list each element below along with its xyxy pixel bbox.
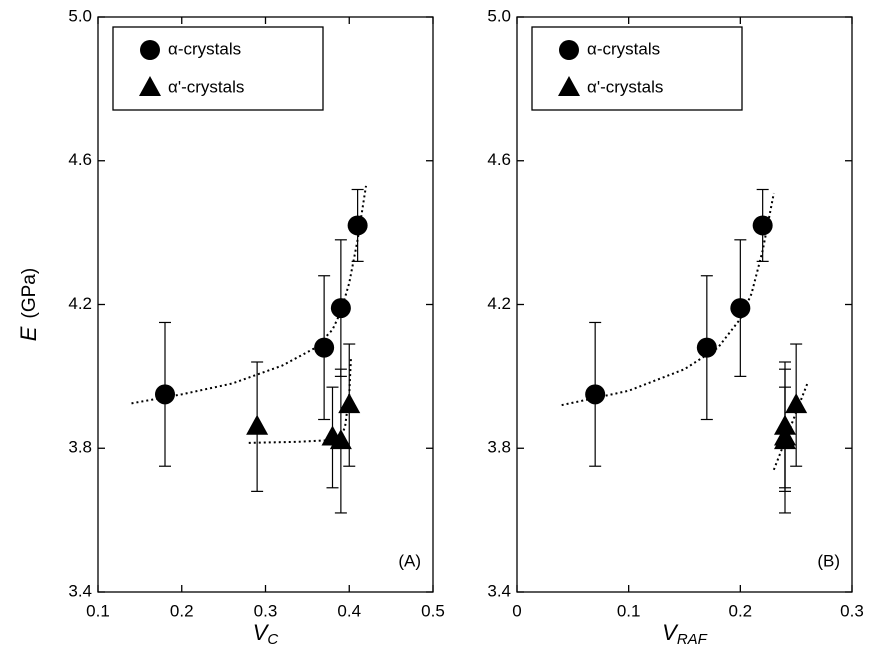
legend-label: α'-crystals [168,77,244,96]
data-point [347,215,368,236]
fit-curve [561,192,775,407]
x-label-symbol: V [253,620,270,645]
data-point [785,393,808,414]
data-point [330,298,351,319]
y-tick-label: 3.8 [487,438,511,457]
data-point [246,414,269,435]
x-tick-label: 0.2 [729,601,753,620]
y-tick-label: 3.4 [487,581,511,600]
y-tick-label: 4.6 [68,150,92,169]
data-point [730,298,751,319]
x-axis-label: VC [253,620,279,648]
data-point [329,429,352,450]
x-tick-label: 0 [512,601,521,620]
legend: α-crystals α'-crystals [531,26,743,111]
data-point [774,429,796,450]
data-point [314,337,335,358]
data-point [155,384,175,405]
panel: 0.1 0.2 0.3 0.4 0.5 3.4 3.8 4.2 4.6 5.0 VC E (GPa) α-… [16,6,445,647]
fit-curve [131,185,367,405]
legend-label: α-crystals [587,39,660,58]
y-tick-label: 3.8 [68,438,92,457]
legend: α-crystals α'-crystals [112,26,324,111]
x-axis-label: VRAF [662,620,708,648]
x-label-subscript: RAF [677,631,708,648]
data-point [338,393,361,414]
x-tick-label: 0.3 [254,601,278,620]
y-tick-label: 5.0 [487,6,511,25]
x-tick-label: 0.5 [421,601,445,620]
legend-marker [139,76,161,96]
x-tick-label: 0.4 [337,601,361,620]
data-point [585,384,606,405]
x-tick-label: 0.1 [86,601,110,620]
y-label-symbol: E [16,326,41,341]
legend-label: α'-crystals [587,77,663,96]
legend-marker [559,40,579,60]
panel-label: (B) [817,551,840,570]
data-point [696,337,717,358]
y-tick-label: 4.6 [487,150,511,169]
y-tick-label: 4.2 [68,294,92,313]
legend-marker [140,40,160,60]
y-tick-label: 4.2 [487,294,511,313]
data-point [752,215,773,236]
x-label-symbol: V [662,620,679,645]
legend-marker [558,76,580,96]
y-tick-label: 3.4 [68,581,92,600]
panel-label: (A) [398,551,421,570]
panel: 0 0.1 0.2 0.33.43.84.24.65.0VRAFα-crystalsα… [487,6,863,647]
x-tick-label: 0.1 [617,601,641,620]
y-axis-label: E (GPa) [16,268,41,341]
legend-label: α-crystals [168,39,241,58]
x-tick-label: 0.2 [170,601,194,620]
y-tick-label: 5.0 [68,6,92,25]
x-label-subscript: C [267,631,278,648]
y-label-unit: (GPa) [19,268,40,319]
x-tick-label: 0.3 [840,601,864,620]
